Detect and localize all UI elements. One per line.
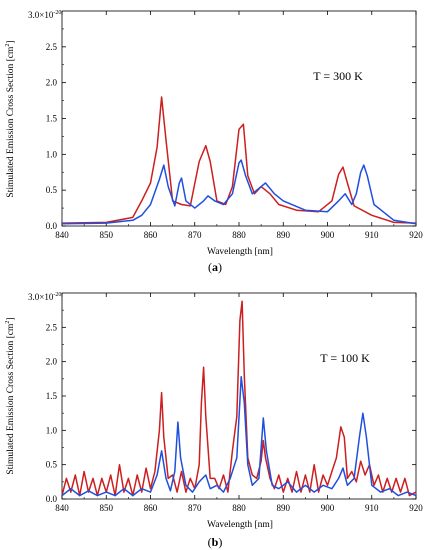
y-scale-label: 3.0×10-20	[28, 292, 61, 302]
plot-frame	[61, 10, 417, 227]
y-tick-label: 2.5	[46, 322, 58, 332]
y-tick-label: 1.5	[46, 114, 58, 124]
y-axis-label: Stimulated Emission Cross Section [cm2]	[5, 317, 16, 474]
x-tick-label: 860	[144, 503, 158, 513]
y-tick-label: 1.5	[46, 391, 58, 401]
x-tick-label: 870	[188, 503, 202, 513]
y-tick-label: 1.0	[46, 149, 58, 159]
x-axis-label: Wavelength [nm]	[207, 247, 273, 257]
x-tick-label: 840	[55, 230, 69, 240]
x-tick-label: 900	[321, 230, 335, 240]
y-tick-label: 2.0	[46, 357, 58, 367]
y-tick-label: 2.5	[46, 42, 58, 52]
y-tick-label: 1.0	[46, 425, 58, 435]
x-tick-label: 900	[321, 503, 335, 513]
x-tick-label: 890	[277, 503, 291, 513]
y-tick-label: 0.0	[46, 494, 58, 504]
panel-label: (b)	[208, 535, 223, 549]
series-line-blue	[61, 376, 417, 497]
x-axis-label: Wavelength [nm]	[207, 520, 273, 530]
temperature-annotation: T = 100 K	[320, 351, 370, 365]
y-axis-label: Stimulated Emission Cross Section [cm2]	[5, 40, 16, 197]
temperature-annotation: T = 300 K	[313, 69, 363, 83]
x-tick-label: 920	[409, 503, 423, 513]
x-tick-label: 850	[100, 503, 114, 513]
x-tick-label: 910	[365, 503, 379, 513]
x-tick-label: 850	[100, 230, 114, 240]
x-tick-label: 880	[232, 230, 246, 240]
panel-label: (a)	[208, 260, 222, 274]
x-tick-label: 840	[55, 503, 69, 513]
x-tick-label: 910	[365, 230, 379, 240]
x-tick-label: 870	[188, 230, 202, 240]
series-line-red	[61, 300, 417, 497]
plot-area-b: 840 850 860 870 880 890 900 910 920 0.0 0.5 1.0 1.5 2…	[46, 292, 423, 513]
y-tick-label: 2.0	[46, 78, 58, 88]
x-tick-label: 890	[277, 230, 291, 240]
y-scale-label: 3.0×10-20	[28, 10, 61, 20]
plot-area-a: 840 850 860 870 880 890 900 910 920 0.0 0.5 1.0 1.5 2…	[46, 10, 423, 240]
y-tick-label: 0.0	[46, 221, 58, 231]
x-tick-label: 860	[144, 230, 158, 240]
series-line-blue	[61, 159, 417, 225]
x-tick-label: 920	[409, 230, 423, 240]
series-line-red	[61, 96, 417, 224]
x-tick-label: 880	[232, 503, 246, 513]
y-tick-label: 0.5	[46, 460, 58, 470]
y-tick-label: 0.5	[46, 185, 58, 195]
